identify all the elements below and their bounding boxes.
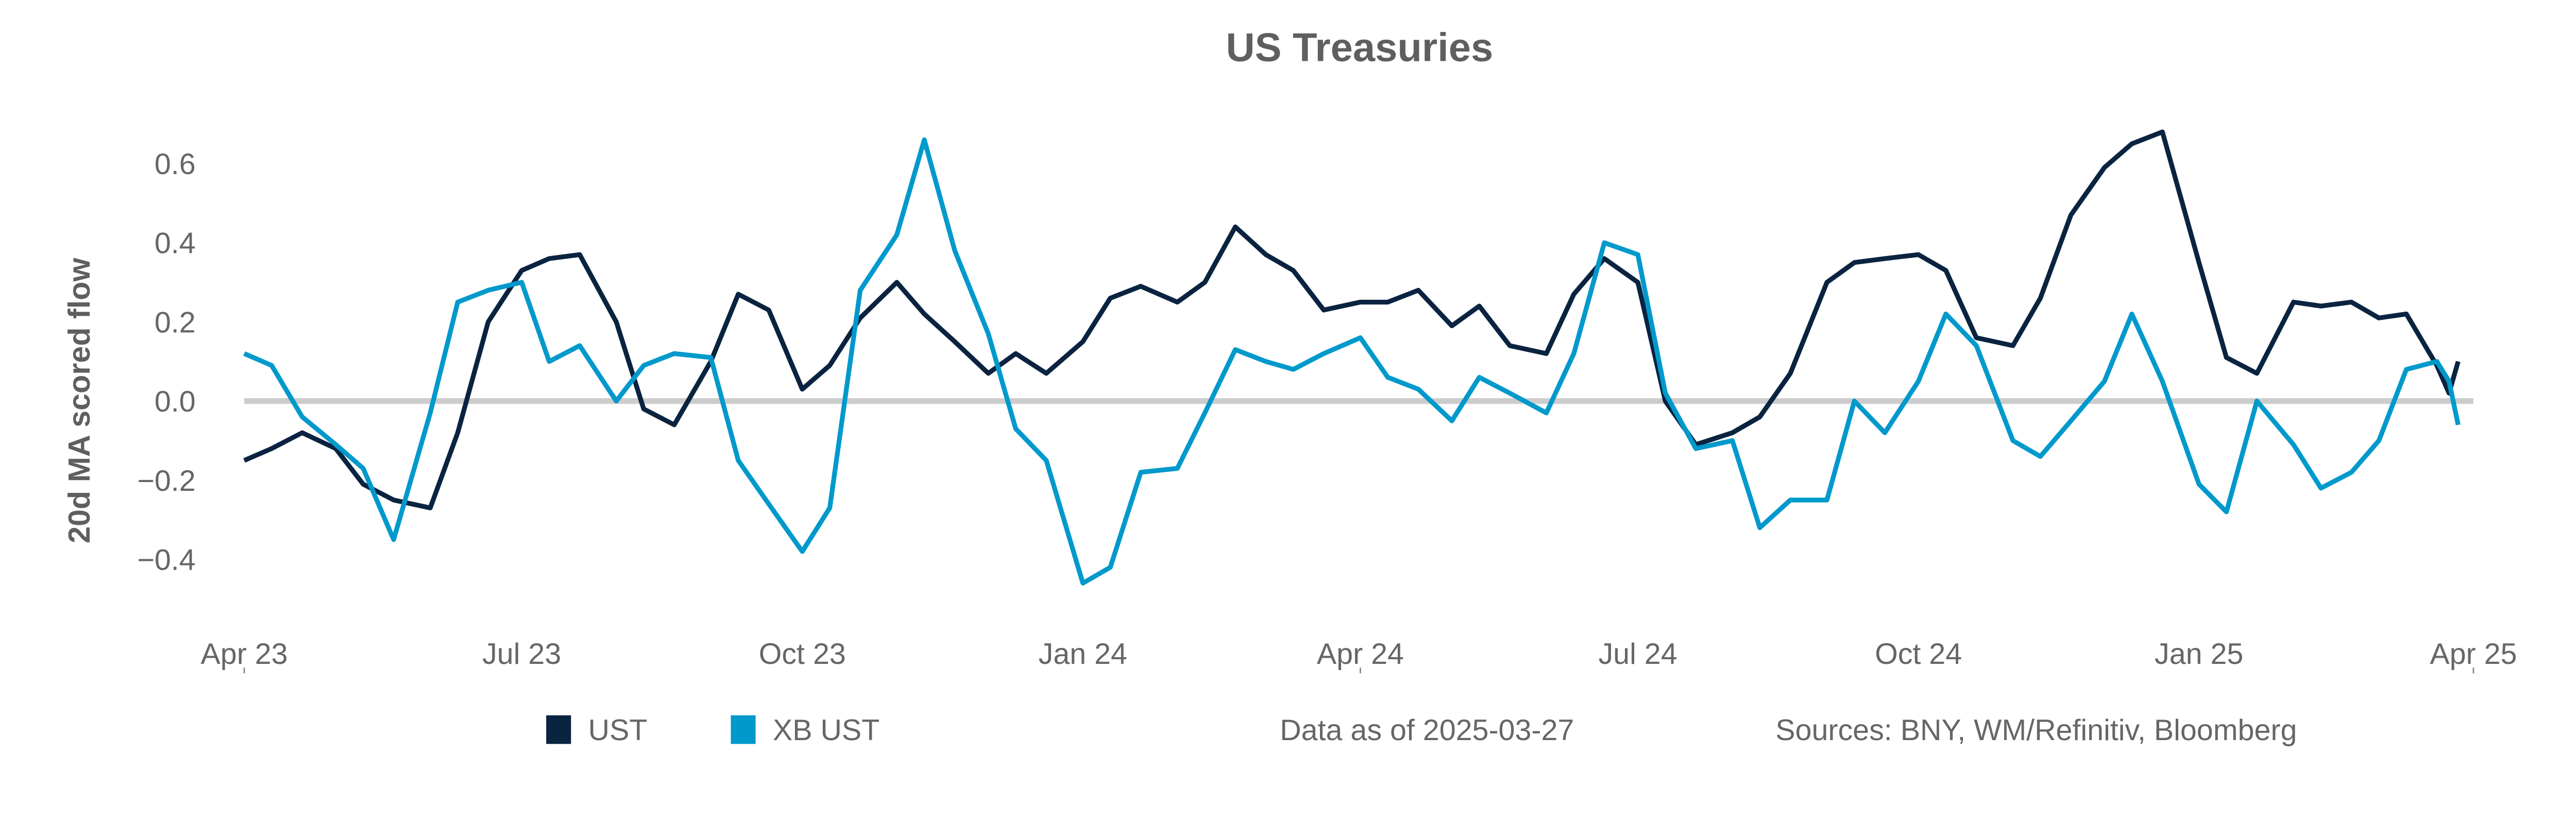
chart-title: US Treasuries — [1226, 26, 1494, 70]
data-as-of-note: Data as of 2025-03-27 — [1280, 714, 1574, 747]
series-line-ust — [243, 129, 2461, 510]
legend-label: XB UST — [773, 714, 879, 747]
x-tick-label: Jan 24 — [1039, 638, 1127, 671]
legend-swatch — [546, 715, 571, 744]
y-tick-label: 0.2 — [155, 306, 196, 339]
x-tick-label: Oct 23 — [759, 638, 846, 671]
y-tick-label: 0.4 — [155, 227, 196, 260]
sources-note: Sources: BNY, WM/Refinitiv, Bloomberg — [1775, 714, 2297, 747]
legend-swatch — [731, 715, 756, 744]
line-chart: US Treasuries 20d MA scored flow −0.4−0.… — [62, 26, 2517, 747]
legend: UST XB UST — [546, 714, 879, 747]
series-line-xb-ust — [243, 137, 2461, 586]
y-tick-label: −0.4 — [137, 543, 195, 576]
x-tick-label: Jan 25 — [2155, 638, 2243, 671]
x-tick-label: Jul 24 — [1598, 638, 1677, 671]
y-tick-label: −0.2 — [137, 465, 195, 498]
series-lines — [243, 129, 2461, 586]
x-tick-labels: Apr 23 Jul 23 Oct 23 Jan 24 Apr 24 Jul 24 Oct … — [201, 638, 2517, 674]
y-tick-label: 0.6 — [155, 148, 196, 181]
x-tick-label: Apr 25 — [2430, 638, 2517, 671]
y-tick-labels: −0.4 −0.2 0.0 0.2 0.4 0.6 — [137, 148, 195, 577]
y-axis-label: 20d MA scored flow — [62, 258, 96, 543]
y-tick-label: 0.0 — [155, 385, 196, 418]
x-tick-label: Jul 23 — [482, 638, 561, 671]
x-tick-label: Apr 24 — [1317, 638, 1404, 671]
x-tick-label: Apr 23 — [201, 638, 288, 671]
x-tick-label: Oct 24 — [1875, 638, 1962, 671]
legend-label: UST — [588, 714, 648, 747]
